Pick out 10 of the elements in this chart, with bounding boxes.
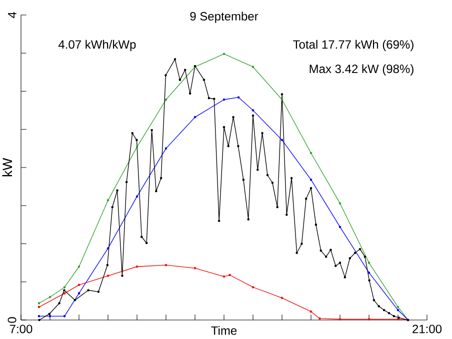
annotation: Total 17.77 kWh (69%) xyxy=(293,40,414,52)
x-tick-label: 21:00 xyxy=(412,324,442,334)
x-tick-label: 7:00 xyxy=(10,324,32,334)
x-axis-title: Time xyxy=(211,326,237,335)
annotation: Max 3.42 kW (98%) xyxy=(310,64,414,76)
annotation: 4.07 kWh/kWp xyxy=(58,40,136,52)
y-tick-label: 0 xyxy=(8,317,16,323)
y-tick-label: 4 xyxy=(8,12,16,18)
chart-title: 9 September xyxy=(190,12,258,23)
y-axis-title: kW xyxy=(2,158,12,176)
